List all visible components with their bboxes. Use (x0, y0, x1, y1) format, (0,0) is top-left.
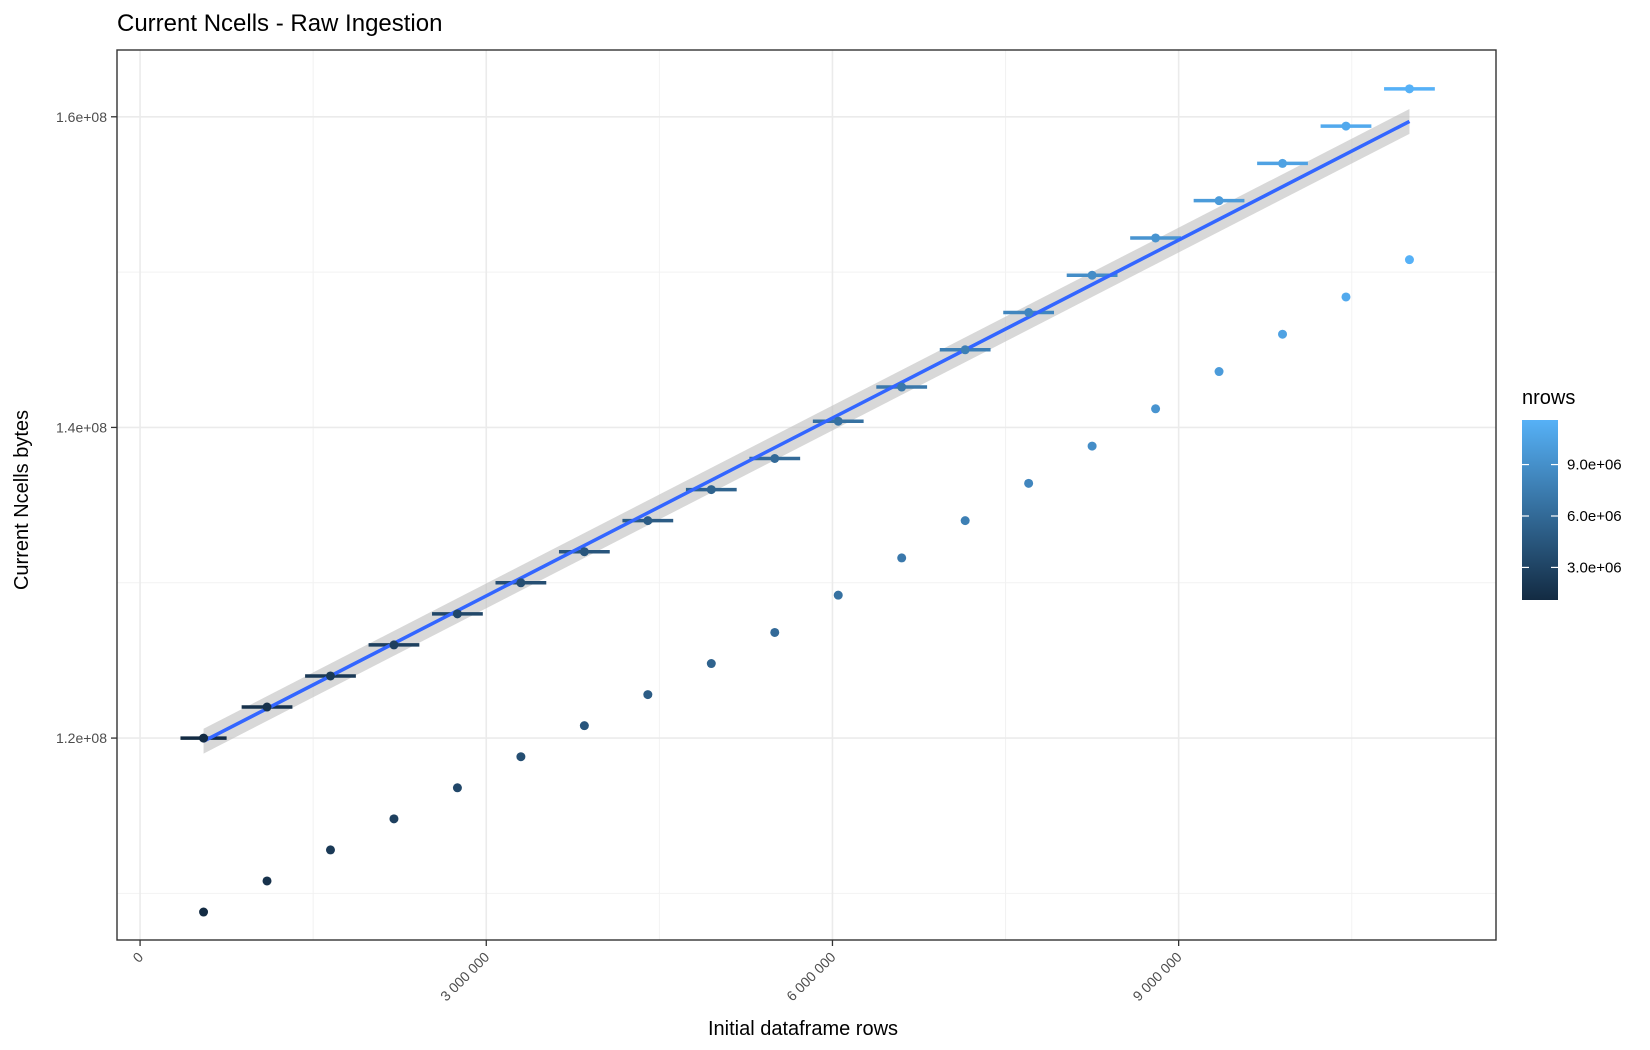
x-axis-title: Initial dataframe rows (708, 1018, 898, 1040)
data-point (897, 382, 907, 392)
y-tick-label: 1.4e+08 (56, 419, 107, 435)
fit-line-layer (202, 119, 1411, 743)
data-point (833, 416, 843, 426)
data-point (1404, 255, 1414, 265)
data-point (643, 690, 653, 700)
legend-colorbar (1522, 420, 1558, 600)
data-point (1214, 367, 1224, 377)
data-point (1087, 270, 1097, 280)
data-point (960, 516, 970, 526)
data-point (833, 590, 843, 600)
data-point (706, 485, 716, 495)
legend-title: nrows (1522, 387, 1575, 409)
points-layer (199, 84, 1414, 917)
data-point (262, 876, 272, 886)
data-point (325, 671, 335, 681)
data-point (452, 609, 462, 619)
data-point (199, 907, 209, 917)
data-point (325, 845, 335, 855)
data-point (1341, 121, 1351, 131)
data-point (579, 547, 589, 557)
legend-label: 9.0e+06 (1567, 457, 1622, 474)
x-tick-label: 6 000 000 (783, 949, 839, 1005)
data-point (262, 702, 272, 712)
data-point (770, 453, 780, 463)
data-point (516, 578, 526, 588)
data-point (1278, 158, 1288, 168)
data-point (1151, 404, 1161, 414)
data-point (770, 627, 780, 637)
data-point (1341, 292, 1351, 302)
legend: nrows 9.0e+06 6.0e+06 3.0e+06 (1522, 387, 1622, 600)
x-tick-label: 9 000 000 (1129, 949, 1185, 1005)
data-point (389, 814, 399, 824)
x-tick-label: 3 000 000 (437, 949, 493, 1005)
x-tick-label: 0 (129, 949, 146, 966)
data-point (960, 345, 970, 355)
panel-border (116, 49, 1497, 941)
y-axis-title: Current Ncells bytes (11, 410, 33, 590)
chart-title: Current Ncells - Raw Ingestion (117, 10, 442, 37)
y-tick-label: 1.2e+08 (56, 730, 107, 746)
data-point (897, 553, 907, 563)
y-tick-label: 1.6e+08 (56, 109, 107, 125)
data-point (706, 659, 716, 669)
grid-lines (117, 50, 1496, 940)
data-point (1024, 478, 1034, 488)
data-point (1404, 84, 1414, 94)
data-point (579, 721, 589, 731)
data-point (452, 783, 462, 793)
data-point (1087, 441, 1097, 451)
data-point (1214, 196, 1224, 206)
data-point (643, 516, 653, 526)
fit-line (202, 119, 1411, 743)
data-point (389, 640, 399, 650)
data-point (516, 752, 526, 762)
data-point (1278, 329, 1288, 339)
data-point (199, 733, 209, 743)
legend-label: 3.0e+06 (1567, 559, 1622, 576)
data-point (1151, 233, 1161, 243)
legend-label: 6.0e+06 (1567, 508, 1622, 525)
data-point (1024, 307, 1034, 317)
